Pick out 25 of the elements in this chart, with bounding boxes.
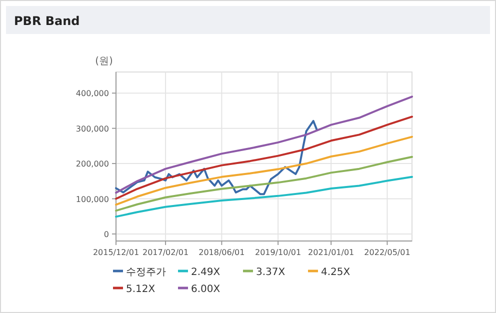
legend-label: 3.37X [256, 267, 286, 278]
y-axis-title: (원) [95, 56, 113, 67]
legend-label: 4.25X [321, 267, 350, 278]
x-tick-label: 2022/05/01 [364, 248, 410, 257]
x-tick-label: 2017/02/01 [142, 248, 189, 257]
line-series [115, 116, 413, 200]
x-tick-label: 2021/01/01 [308, 248, 354, 257]
y-tick-label: 400,000 [76, 89, 109, 98]
chart-title: PBR Band [14, 14, 80, 28]
y-tick-label: 100,000 [76, 194, 109, 204]
line-series [115, 136, 413, 206]
line-series [115, 120, 318, 196]
x-tick-label: 2015/12/01 [92, 248, 140, 257]
y-tick-label: 200,000 [76, 160, 109, 169]
line-series [115, 96, 413, 194]
y-tick-label: 300,000 [76, 124, 109, 134]
legend-label: 5.12X [126, 284, 156, 295]
legend-label: 수정주가 [126, 267, 166, 278]
legend-label: 6.00X [191, 284, 220, 295]
y-tick-label: 0 [104, 230, 109, 239]
line-series [115, 156, 413, 212]
x-tick-label: 2019/10/01 [255, 248, 302, 257]
line-series [115, 176, 413, 218]
x-tick-label: 2018/06/01 [198, 248, 245, 257]
legend-label: 2.49X [191, 267, 220, 278]
